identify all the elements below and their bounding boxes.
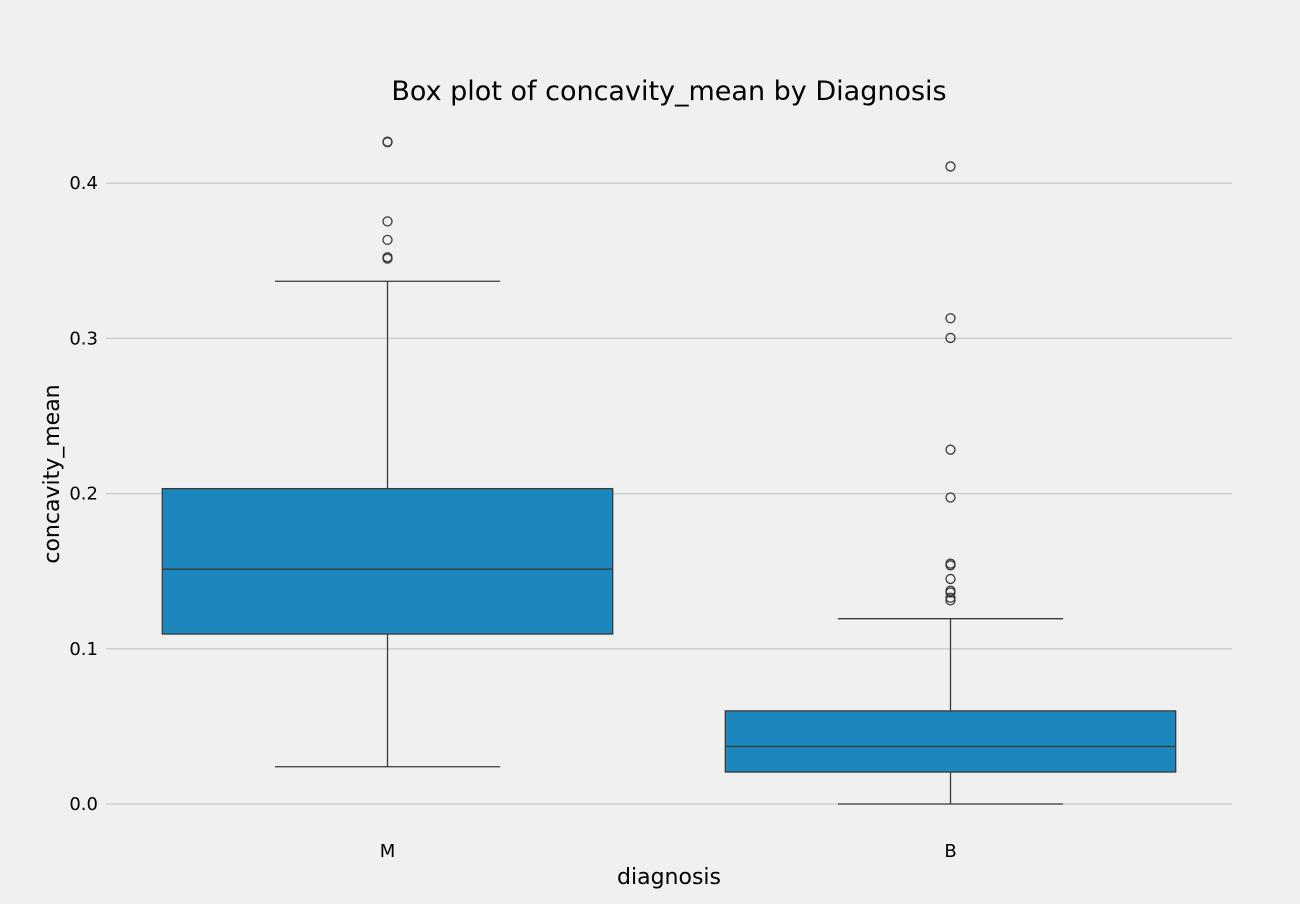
outlier-point: [945, 313, 956, 324]
y-tick-label: 0.0: [69, 794, 98, 815]
outlier-point: [945, 492, 956, 503]
y-tick-label: 0.3: [69, 328, 98, 349]
x-tick-label: M: [380, 841, 396, 862]
y-axis-label: concavity_mean: [40, 384, 65, 563]
outlier-point: [945, 595, 956, 606]
outlier-point: [945, 444, 956, 455]
box-group-M: [161, 136, 614, 768]
box-iqr: [161, 487, 614, 635]
outlier-point: [382, 234, 393, 245]
outlier-point: [945, 558, 956, 569]
y-axis-ticks: 0.0 0.1 0.2 0.3 0.4: [69, 173, 98, 815]
x-axis-label: diagnosis: [617, 865, 721, 890]
outlier-point: [382, 252, 393, 263]
outlier-point: [945, 573, 956, 585]
outlier-point: [945, 332, 956, 344]
outlier-point: [945, 585, 956, 596]
chart-title: Box plot of concavity_mean by Diagnosis: [391, 76, 946, 107]
outlier-point: [945, 161, 956, 172]
box-group-B: [724, 161, 1177, 805]
outlier-point: [382, 216, 393, 227]
y-tick-label: 0.2: [69, 484, 98, 505]
y-tick-label: 0.1: [69, 639, 98, 660]
box-layer: [161, 136, 1177, 805]
outlier-point: [945, 592, 956, 603]
box-iqr: [724, 710, 1177, 773]
outlier-point: [382, 136, 393, 147]
y-tick-label: 0.4: [69, 173, 98, 194]
x-tick-label: B: [944, 841, 956, 862]
